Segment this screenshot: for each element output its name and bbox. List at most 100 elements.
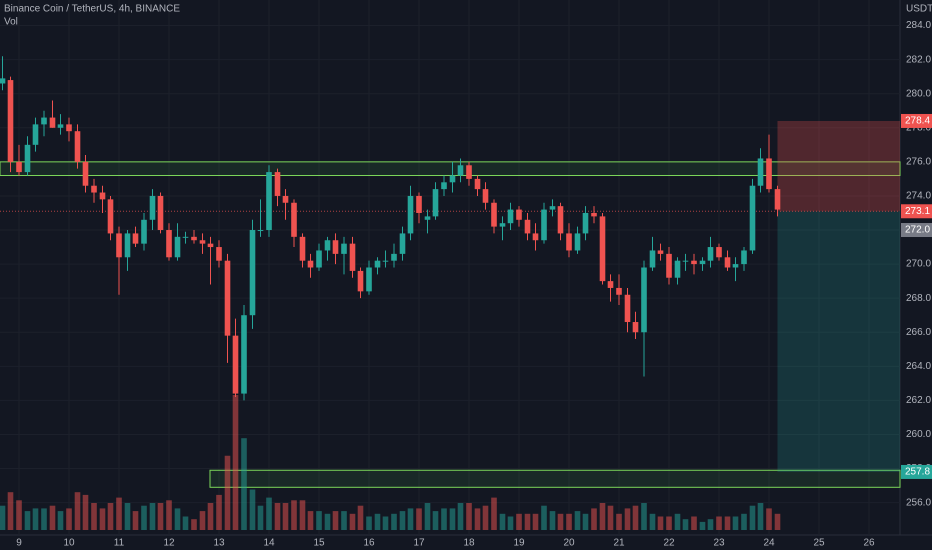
volume-bar xyxy=(482,505,489,530)
x-tick-label: 23 xyxy=(713,538,725,549)
candle-body xyxy=(466,165,472,179)
y-tick-label: 268.0 xyxy=(906,293,931,304)
y-tick-label: 280.0 xyxy=(906,88,931,99)
candle-body xyxy=(57,124,64,128)
volume-bar xyxy=(399,511,406,530)
volume-bar xyxy=(741,513,747,530)
x-tick-label: 15 xyxy=(313,538,325,549)
candle-body xyxy=(532,233,539,241)
volume-bar xyxy=(449,508,456,530)
candle-body xyxy=(399,233,406,254)
volume-bar xyxy=(591,508,597,530)
volume-bar xyxy=(341,511,347,530)
x-tick-label: 12 xyxy=(163,538,175,549)
candle-body xyxy=(757,158,764,186)
candle-body xyxy=(32,124,39,145)
volume-bar xyxy=(274,503,281,530)
y-tick-label: 282.0 xyxy=(906,54,931,65)
candle-body xyxy=(74,131,81,162)
candle-body xyxy=(582,212,589,234)
volume-bar xyxy=(616,513,622,530)
volume-bar xyxy=(257,505,264,530)
volume-bar xyxy=(624,508,631,530)
candle-body xyxy=(257,230,264,232)
volume-bar xyxy=(374,513,381,530)
x-tick-label: 24 xyxy=(763,538,775,549)
candle-body xyxy=(207,243,214,248)
volume-bar xyxy=(407,508,414,530)
volume-bar xyxy=(641,503,647,530)
y-tick-label: 256.0 xyxy=(906,497,931,508)
y-tick-label: 284.0 xyxy=(906,20,931,31)
candle-body xyxy=(416,195,422,213)
volume-bar xyxy=(249,489,256,530)
volume-bar xyxy=(732,516,739,530)
volume-bar xyxy=(391,513,397,530)
x-tick-label: 11 xyxy=(114,538,125,549)
candle-body xyxy=(516,209,522,220)
volume-bar xyxy=(74,492,81,530)
volume-bar xyxy=(699,521,706,530)
candle-body xyxy=(332,240,339,254)
candle-body xyxy=(424,216,431,220)
candle-body xyxy=(674,260,681,278)
volume-bar xyxy=(366,516,372,530)
volume-bar xyxy=(57,511,64,530)
candle-body xyxy=(116,233,122,258)
candle-body xyxy=(324,240,331,251)
x-tick-label: 13 xyxy=(213,538,225,549)
volume-bar xyxy=(224,455,231,530)
candle-body xyxy=(291,202,297,237)
volume-bar xyxy=(107,503,114,530)
candle-body xyxy=(407,195,414,234)
volume-bar xyxy=(757,503,764,530)
volume-bar xyxy=(41,508,47,530)
volume-bar xyxy=(241,438,247,530)
candle-body xyxy=(224,260,231,336)
candle-body xyxy=(616,287,622,295)
volume-bar xyxy=(491,497,497,530)
x-tick-label: 10 xyxy=(63,538,75,549)
price-label-box xyxy=(901,204,932,219)
volume-bar xyxy=(574,511,581,530)
candle-body xyxy=(649,250,656,268)
candle-body xyxy=(24,144,31,173)
volume-bar xyxy=(291,500,297,530)
candle-body xyxy=(641,267,647,333)
y-tick-label: 260.0 xyxy=(906,429,931,440)
position-target xyxy=(777,211,900,472)
x-tick-label: 18 xyxy=(463,538,475,549)
volume-bar xyxy=(657,516,664,530)
volume-bar xyxy=(124,503,131,530)
candle-body xyxy=(524,219,531,234)
candle-body xyxy=(432,189,439,217)
x-tick-label: 21 xyxy=(613,538,625,549)
candle-body xyxy=(307,260,314,268)
y-unit: USDT xyxy=(906,4,932,15)
volume-bar xyxy=(66,508,72,530)
candle-body xyxy=(0,78,6,84)
volume-bar xyxy=(24,511,31,530)
volume-bar xyxy=(441,508,447,530)
volume-bar xyxy=(607,505,614,530)
candle-body xyxy=(699,260,706,265)
candle-body xyxy=(566,233,572,251)
volume-bar xyxy=(32,508,39,530)
volume-bar xyxy=(549,511,556,530)
candle-body xyxy=(457,165,464,176)
candle-body xyxy=(274,172,281,196)
volume-bar xyxy=(182,516,189,530)
volume-bar xyxy=(149,503,156,530)
volume-bar xyxy=(424,503,431,530)
price-label: 272.0 xyxy=(905,225,930,236)
price-label-box xyxy=(901,223,932,238)
candle-body xyxy=(91,185,97,193)
chart-title: Binance Coin / TetherUS, 4h, BINANCE xyxy=(4,4,180,15)
candle-body xyxy=(66,124,72,132)
zone xyxy=(209,469,901,488)
candle-body xyxy=(16,161,22,173)
x-tick-label: 16 xyxy=(363,538,375,549)
volume-bar xyxy=(466,503,472,530)
candle-body xyxy=(357,270,364,292)
